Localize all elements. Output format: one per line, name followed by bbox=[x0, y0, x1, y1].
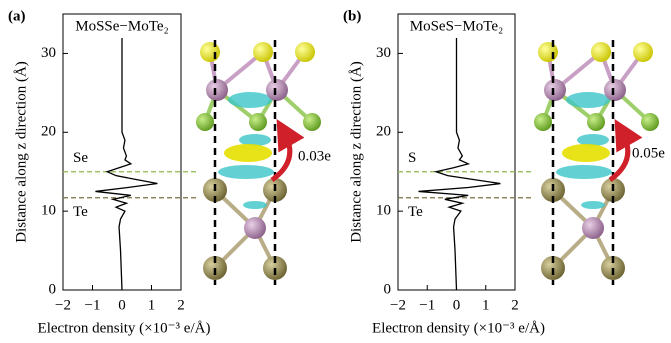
chart-title: MoSeS−MoTe₂ bbox=[410, 18, 503, 34]
y-tick-label: 30 bbox=[41, 45, 56, 61]
charge-accumulation bbox=[224, 144, 272, 162]
x-axis-label: Electron density (×10⁻³ e/Å) bbox=[372, 320, 545, 336]
charge-depletion bbox=[218, 165, 274, 179]
atom-mo bbox=[266, 79, 288, 101]
x-tick-label: −2 bbox=[55, 297, 71, 313]
y-tick-label: 30 bbox=[376, 45, 391, 61]
y-tick-label: 20 bbox=[376, 124, 391, 140]
transfer-label: 0.05e bbox=[632, 145, 665, 161]
y-tick-label: 0 bbox=[49, 281, 57, 297]
atom-se bbox=[295, 42, 315, 62]
charge-depletion bbox=[566, 92, 610, 108]
y-tick-label: 0 bbox=[384, 281, 392, 297]
atom-s bbox=[641, 113, 659, 131]
crystal-structure bbox=[534, 40, 659, 285]
atom-se bbox=[200, 42, 220, 62]
x-tick-label: 1 bbox=[148, 297, 156, 313]
atom-se bbox=[591, 42, 611, 62]
reference-label: Te bbox=[73, 204, 88, 220]
density-line bbox=[95, 38, 157, 290]
atom-mo bbox=[582, 217, 604, 239]
atom-s bbox=[534, 113, 552, 131]
atom-se bbox=[253, 42, 273, 62]
atom-s bbox=[249, 113, 267, 131]
y-axis-label: Distance along z direction (Å) bbox=[348, 61, 364, 243]
atom-s bbox=[196, 113, 214, 131]
atom-mo bbox=[544, 79, 566, 101]
charge-depletion bbox=[556, 165, 612, 179]
x-tick-label: 2 bbox=[177, 297, 185, 313]
panel-label: (a) bbox=[8, 8, 26, 24]
density-line bbox=[418, 38, 500, 290]
x-tick-label: −1 bbox=[85, 297, 101, 313]
charge-depletion bbox=[228, 92, 272, 108]
reference-label: S bbox=[408, 150, 416, 166]
x-tick-label: 0 bbox=[453, 297, 461, 313]
charge-depletion bbox=[243, 201, 267, 209]
panel-label: (b) bbox=[343, 8, 361, 24]
atom-mo bbox=[244, 217, 266, 239]
x-tick-label: −1 bbox=[419, 297, 435, 313]
y-axis-label: Distance along z direction (Å) bbox=[13, 61, 29, 243]
reference-label: Te bbox=[408, 204, 423, 220]
charge-accumulation bbox=[562, 144, 610, 162]
atom-s bbox=[303, 113, 321, 131]
atom-se bbox=[538, 42, 558, 62]
figure: (a)−2−10120102030SeTeMoSSe−MoTe₂Electron… bbox=[0, 0, 671, 343]
x-tick-label: −2 bbox=[390, 297, 406, 313]
reference-label: Se bbox=[73, 150, 88, 166]
atom-mo bbox=[604, 79, 626, 101]
atom-mo bbox=[206, 79, 228, 101]
x-tick-label: 2 bbox=[511, 297, 519, 313]
atom-se bbox=[633, 42, 653, 62]
y-tick-label: 10 bbox=[41, 203, 56, 219]
x-axis-label: Electron density (×10⁻³ e/Å) bbox=[38, 320, 211, 336]
atom-s bbox=[587, 113, 605, 131]
x-tick-label: 1 bbox=[482, 297, 490, 313]
transfer-label: 0.03e bbox=[298, 148, 331, 164]
x-tick-label: 0 bbox=[118, 297, 126, 313]
charge-depletion bbox=[581, 201, 605, 209]
y-tick-label: 10 bbox=[376, 203, 391, 219]
y-tick-label: 20 bbox=[41, 124, 56, 140]
chart-title: MoSSe−MoTe₂ bbox=[75, 18, 168, 34]
